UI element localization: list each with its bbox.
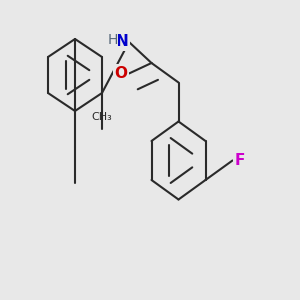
Text: O: O [114, 66, 127, 81]
Text: CH₃: CH₃ [92, 112, 112, 122]
Text: H: H [107, 34, 118, 47]
Text: F: F [235, 153, 245, 168]
Text: N: N [116, 34, 129, 50]
